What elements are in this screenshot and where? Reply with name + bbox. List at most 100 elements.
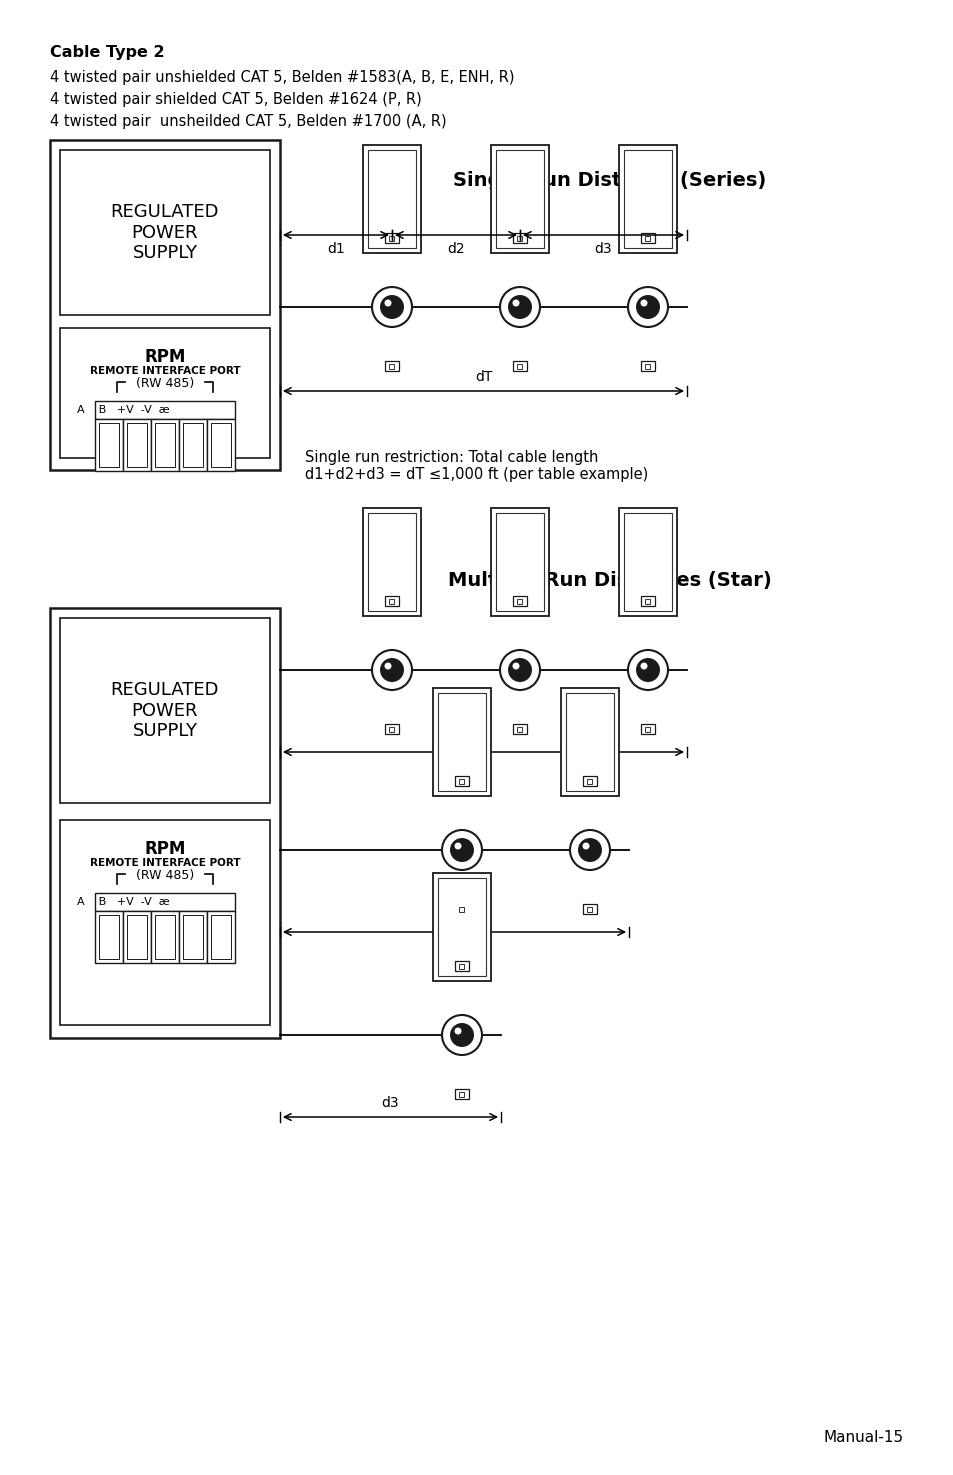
Bar [560, 687, 618, 796]
Bar [496, 513, 543, 611]
Circle shape [372, 650, 412, 690]
Circle shape [379, 295, 403, 319]
Bar [385, 361, 398, 372]
Text: Multiple Run Distances (Star): Multiple Run Distances (Star) [448, 571, 771, 590]
Bar [207, 419, 234, 471]
Bar [60, 150, 270, 316]
Bar [640, 596, 655, 606]
Bar [211, 914, 231, 959]
Text: Single Run Distance (Series): Single Run Distance (Series) [453, 171, 766, 189]
Text: RPM: RPM [144, 839, 186, 858]
Bar [95, 419, 123, 471]
Bar [645, 727, 650, 732]
Bar [437, 878, 485, 976]
Bar [455, 776, 469, 786]
Bar [385, 724, 398, 735]
Bar [513, 724, 526, 735]
Circle shape [499, 288, 539, 327]
Bar [459, 779, 464, 783]
Bar [517, 727, 522, 732]
Bar [433, 687, 491, 796]
Bar [179, 912, 207, 963]
Bar [389, 236, 395, 240]
Circle shape [384, 662, 391, 670]
Bar [513, 596, 526, 606]
Text: Manual-15: Manual-15 [823, 1429, 903, 1445]
Text: d2: d2 [445, 912, 463, 925]
Bar [95, 401, 234, 419]
Bar [433, 873, 491, 981]
Bar [496, 150, 543, 248]
Text: REGULATED
POWER
SUPPLY: REGULATED POWER SUPPLY [111, 680, 219, 740]
Bar [455, 904, 469, 914]
Bar [623, 513, 671, 611]
Bar [368, 150, 416, 248]
Bar [363, 507, 420, 617]
Bar [207, 912, 234, 963]
Text: dT: dT [475, 370, 492, 384]
Bar [183, 914, 203, 959]
Circle shape [454, 842, 461, 850]
Bar [389, 363, 395, 369]
Circle shape [507, 658, 532, 681]
Bar [618, 145, 677, 254]
Text: (RW 485): (RW 485) [135, 869, 193, 882]
Bar [517, 363, 522, 369]
Circle shape [639, 662, 647, 670]
Bar [455, 962, 469, 971]
Bar [587, 907, 592, 912]
Text: d1: d1 [327, 242, 345, 257]
Bar [389, 727, 395, 732]
Circle shape [499, 650, 539, 690]
Circle shape [578, 838, 601, 861]
Text: 4 twisted pair shielded CAT 5, Belden #1624 (P, R): 4 twisted pair shielded CAT 5, Belden #1… [50, 91, 421, 108]
Text: REGULATED
POWER
SUPPLY: REGULATED POWER SUPPLY [111, 202, 219, 263]
Circle shape [507, 295, 532, 319]
Bar [50, 608, 280, 1038]
Bar [389, 599, 395, 603]
Circle shape [450, 1024, 474, 1047]
Circle shape [441, 1015, 481, 1055]
Circle shape [636, 295, 659, 319]
Bar [50, 140, 280, 471]
Bar [60, 618, 270, 802]
Circle shape [384, 299, 391, 307]
Bar [123, 419, 151, 471]
Bar [60, 327, 270, 459]
Text: 4 twisted pair  unsheilded CAT 5, Belden #1700 (A, R): 4 twisted pair unsheilded CAT 5, Belden … [50, 114, 446, 128]
Bar [151, 419, 179, 471]
Text: d1: d1 [475, 732, 492, 745]
Circle shape [639, 299, 647, 307]
Text: RPM: RPM [144, 348, 186, 366]
Bar [491, 145, 548, 254]
Bar [363, 145, 420, 254]
Bar [640, 361, 655, 372]
Bar [183, 423, 203, 468]
Bar [127, 914, 147, 959]
Bar [640, 724, 655, 735]
Bar [179, 419, 207, 471]
Circle shape [379, 658, 403, 681]
Text: REMOTE INTERFACE PORT: REMOTE INTERFACE PORT [90, 366, 240, 376]
Bar [455, 1089, 469, 1099]
Bar [123, 912, 151, 963]
Bar [491, 507, 548, 617]
Text: A    B   +V  -V  æ: A B +V -V æ [76, 406, 169, 414]
Circle shape [627, 650, 667, 690]
Bar [151, 912, 179, 963]
Bar [587, 779, 592, 783]
Circle shape [441, 830, 481, 870]
Bar [154, 914, 174, 959]
Bar [154, 423, 174, 468]
Circle shape [582, 842, 589, 850]
Circle shape [450, 838, 474, 861]
Bar [459, 963, 464, 969]
Text: Cable Type 2: Cable Type 2 [50, 46, 165, 60]
Bar [368, 513, 416, 611]
Bar [645, 599, 650, 603]
Bar [459, 907, 464, 912]
Circle shape [512, 299, 519, 307]
Bar [517, 599, 522, 603]
Bar [640, 233, 655, 243]
Bar [437, 693, 485, 791]
